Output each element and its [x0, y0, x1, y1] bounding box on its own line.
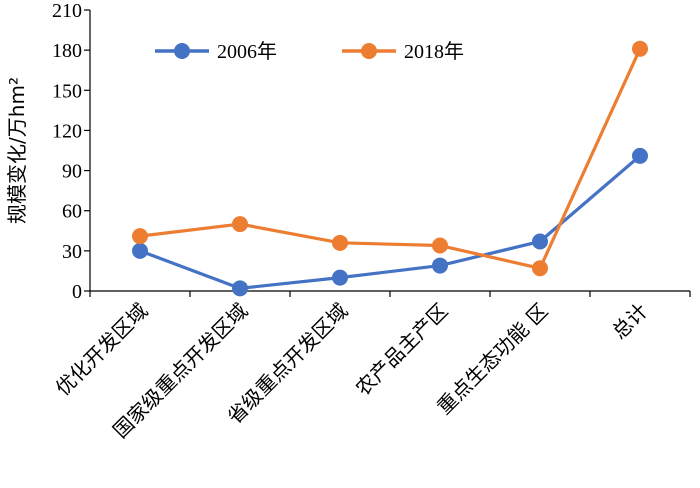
- y-ticks: 0 30 60 90 120 150 180 210: [52, 0, 90, 303]
- legend-label: 2006年: [217, 40, 277, 63]
- y-tick-label: 30: [62, 241, 82, 263]
- data-point: [532, 233, 548, 250]
- legend-label: 2018年: [404, 40, 464, 63]
- data-point: [132, 242, 148, 259]
- data-point: [232, 216, 248, 233]
- data-point: [232, 280, 248, 297]
- x-category-label: 总计: [607, 299, 652, 344]
- legend-item: 2006年: [155, 40, 277, 63]
- data-point: [332, 269, 348, 286]
- series-line: [139, 48, 642, 270]
- y-tick-label: 0: [72, 281, 82, 303]
- legend-item: 2018年: [342, 40, 464, 63]
- y-tick-label: 60: [62, 201, 82, 223]
- data-point: [532, 260, 548, 277]
- y-axis-label: 规模变化/万hm²: [5, 77, 29, 224]
- data-point: [332, 234, 348, 251]
- data-point: [432, 257, 448, 274]
- legend-marker: [174, 43, 190, 59]
- data-point: [132, 228, 148, 245]
- axes: 0 30 60 90 120 150 180 210 优化开发区域国家级重点开发区域省级重点开…: [51, 0, 691, 443]
- series-line: [139, 154, 642, 290]
- series-layer: [132, 40, 648, 297]
- x-ticks: 优化开发区域国家级重点开发区域省级重点开发区域农产品主产区重点生态功能 区总计: [51, 291, 691, 443]
- series-1: [132, 147, 648, 297]
- data-point: [632, 147, 648, 164]
- y-tick-label: 180: [52, 40, 82, 62]
- y-tick-label: 150: [52, 80, 82, 102]
- x-category-label: 农产品主产区: [351, 299, 453, 401]
- legend-marker: [361, 43, 377, 59]
- x-category-label: 优化开发区域: [51, 299, 153, 401]
- data-point: [632, 40, 648, 57]
- y-tick-label: 120: [52, 120, 82, 142]
- y-tick-label: 90: [62, 161, 82, 183]
- y-tick-label: 210: [52, 0, 82, 22]
- data-point: [432, 237, 448, 254]
- series-2: [132, 40, 648, 277]
- legend: 2006年 2018年: [155, 40, 464, 63]
